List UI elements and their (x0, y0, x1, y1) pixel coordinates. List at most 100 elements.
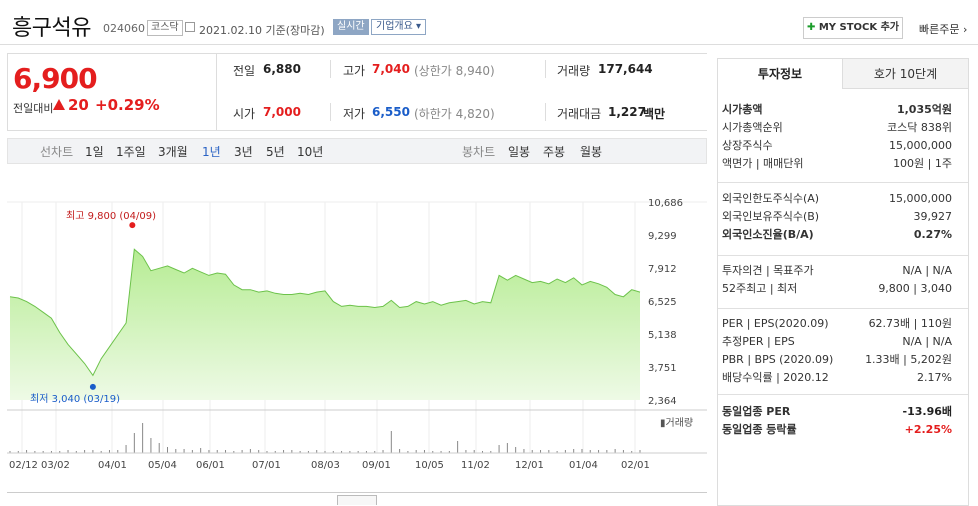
x-tick-label: 06/01 (196, 460, 225, 471)
price-chart[interactable]: 10,686 9,299 7,912 6,525 5,138 3,751 2,364 최고 9… (0, 170, 710, 492)
volume-bar (523, 449, 525, 453)
volume-bar (9, 451, 11, 453)
info-key: 외국인소진율(B/A) (722, 228, 814, 241)
volume-bar (307, 451, 309, 453)
header-divider (0, 44, 978, 45)
open-value: 7,000 (263, 105, 301, 119)
volume-bar (26, 450, 28, 453)
panel-divider (718, 255, 968, 256)
info-key: 배당수익률 | 2020.12 (722, 371, 829, 384)
volume-bar (440, 451, 442, 453)
volume-bar (606, 450, 608, 453)
period-3m[interactable]: 3개월 (158, 145, 188, 159)
panel-divider (718, 182, 968, 183)
info-key: 동일업종 PER (722, 405, 791, 418)
tab-order-book[interactable]: 호가 10단계 (843, 59, 968, 89)
info-value: 0.27% (913, 228, 952, 241)
volume-label: ▮거래량 (660, 417, 693, 429)
volume-bar (34, 451, 36, 453)
info-row: 외국인한도주식수(A) 15,000,000 (722, 190, 952, 208)
low-label: 저가 (343, 107, 366, 121)
period-bar (7, 138, 707, 164)
volume-bar (158, 443, 160, 453)
volume-bar (249, 449, 251, 453)
open-label: 시가 (233, 107, 256, 121)
tab-investment-info[interactable]: 투자정보 (718, 59, 843, 89)
info-key: PER | EPS(2020.09) (722, 317, 829, 330)
info-row: 52주최고 | 최저 9,800 | 3,040 (722, 280, 952, 298)
volume-bar (382, 450, 384, 453)
volume-bar (374, 451, 376, 453)
y-tick-label: 5,138 (648, 330, 677, 341)
volume-bar (490, 451, 492, 453)
info-row: 외국인보유주식수(B) 39,927 (722, 208, 952, 226)
info-row: 외국인소진율(B/A) 0.27% (722, 226, 952, 244)
volume-bar (258, 450, 260, 453)
candle-weekly[interactable]: 주봉 (543, 145, 566, 159)
prev-label: 전일 (233, 64, 256, 78)
volume-bar (283, 450, 285, 453)
volume-bar (432, 451, 434, 453)
period-5y[interactable]: 5년 (266, 145, 285, 159)
info-row: 배당수익률 | 2020.12 2.17% (722, 369, 952, 387)
info-value: 15,000,000 (889, 192, 952, 205)
volume-bar (556, 451, 558, 453)
upper-limit: (상한가 8,940) (414, 64, 495, 78)
y-tick-label: 10,686 (648, 198, 683, 209)
volume-bar (423, 450, 425, 453)
up-triangle-icon (53, 99, 65, 110)
info-key: 외국인한도주식수(A) (722, 192, 820, 205)
volume-bar (316, 450, 318, 453)
price-area (10, 249, 640, 400)
volume-bar (631, 451, 633, 453)
info-row: 동일업종 PER -13.96배 (722, 403, 952, 421)
x-tick-label: 11/02 (461, 460, 490, 471)
volume-bar (473, 450, 475, 453)
candle-monthly[interactable]: 월봉 (580, 145, 603, 159)
info-row: PBR | BPS (2020.09) 1.33배 | 5,202원 (722, 351, 952, 369)
volume-bar (167, 447, 168, 453)
volume-bar (622, 450, 624, 453)
volume-bar (291, 450, 293, 453)
info-value: 62.73배 | 110원 (868, 317, 952, 330)
calendar-icon (185, 22, 195, 32)
period-1d[interactable]: 1일 (85, 145, 104, 159)
volume-bar (482, 451, 483, 453)
volume-bar (100, 451, 102, 453)
period-3y[interactable]: 3년 (234, 145, 253, 159)
x-tick-label: 05/04 (148, 460, 177, 471)
low-marker (89, 383, 96, 390)
stats-box (217, 53, 707, 131)
info-key: 추정PER | EPS (722, 335, 795, 348)
info-key: PBR | BPS (2020.09) (722, 353, 834, 366)
prev-value: 6,880 (263, 62, 301, 76)
quick-order-link[interactable]: 빠른주문 › (919, 23, 968, 36)
price-change-pct: +0.29% (95, 96, 160, 114)
chart-collapse-button[interactable] (337, 495, 377, 505)
stock-code: 024060 (103, 22, 145, 35)
y-tick-label: 3,751 (648, 363, 677, 374)
volume-bar (598, 450, 600, 453)
volume-bar (133, 433, 135, 453)
mystock-add-button[interactable]: ✚ MY STOCK 추가 (803, 17, 903, 39)
high-label: 고가 (343, 64, 366, 78)
base-date: 2021.02.10 기준(장마감) (199, 24, 325, 37)
company-overview-dropdown[interactable]: 기업개요 ▾ (371, 19, 426, 35)
panel-divider (718, 308, 968, 309)
volume-value: 177,644 (598, 62, 653, 76)
x-tick-label: 04/01 (98, 460, 127, 471)
info-row: 동일업종 등락률 +2.25% (722, 421, 952, 439)
volume-bar (92, 450, 94, 453)
period-10y[interactable]: 10년 (297, 145, 324, 159)
candle-daily[interactable]: 일봉 (508, 145, 531, 159)
realtime-button[interactable]: 실시간 (333, 19, 369, 35)
volume-bar (150, 438, 152, 453)
change-label: 전일대비 (13, 102, 54, 115)
period-1y[interactable]: 1년 (202, 145, 221, 159)
info-row: 시가총액순위 코스닥 838위 (722, 119, 952, 137)
volume-bar (75, 451, 77, 453)
volume-bar (59, 451, 61, 453)
period-1w[interactable]: 1주일 (116, 145, 146, 159)
x-tick-label: 07/01 (252, 460, 281, 471)
stock-name: 흥구석유 (12, 16, 91, 41)
